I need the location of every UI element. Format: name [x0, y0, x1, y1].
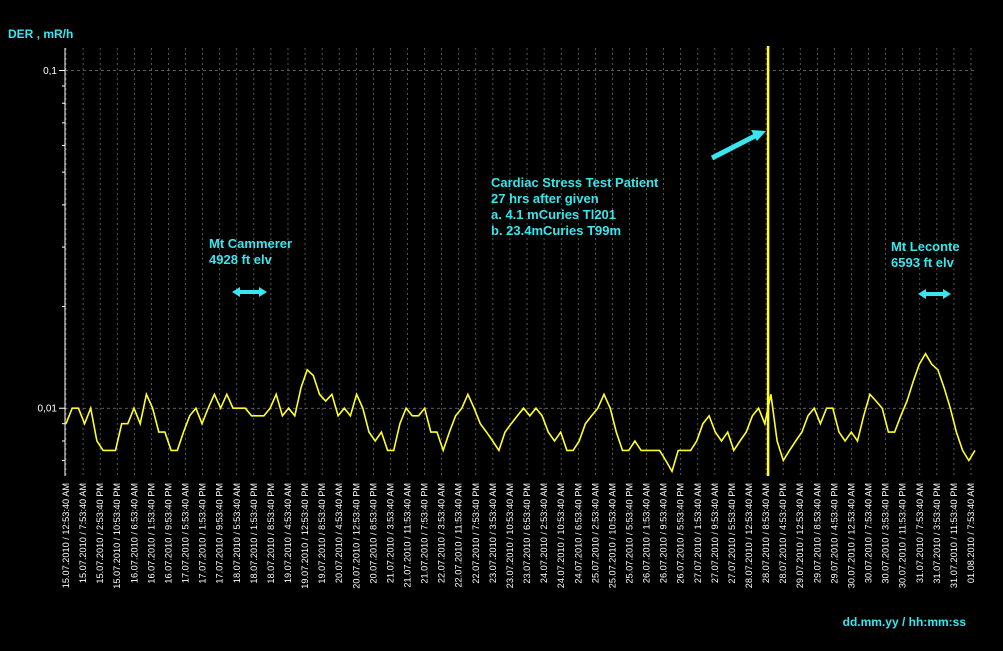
x-tick-label: 23.07.2010 / 10:53:40 AM	[505, 483, 515, 588]
x-tick-label: 19.07.2010 / 4:53:40 AM	[283, 483, 293, 583]
annotation-cardiac: Cardiac Stress Test Patient 27 hrs after…	[491, 175, 662, 238]
x-tick-label: 15.07.2010 / 7:53:40 AM	[78, 483, 88, 583]
x-tick-label: 25.07.2010 / 10:53:40 AM	[607, 483, 617, 588]
grid	[65, 48, 975, 476]
x-tick-label: 18.07.2010 / 1:53:40 PM	[249, 483, 259, 584]
x-tick-label: 28.07.2010 / 12:53:40 AM	[744, 483, 754, 588]
x-tick-label: 22.07.2010 / 7:53:40 PM	[471, 483, 481, 584]
annotation-arrow-leconte	[918, 289, 951, 299]
x-tick-label: 29.07.2010 / 8:53:40 AM	[812, 483, 822, 583]
x-tick-label: 15.07.2010 / 12:53:40 AM	[61, 483, 71, 588]
x-tick-label: 24.07.2010 / 10:53:40 AM	[556, 483, 566, 588]
x-tick-label: 31.07.2010 / 7:53:40 AM	[915, 483, 925, 583]
y-tick-label: 0,01	[38, 404, 58, 415]
x-tick-label: 15.07.2010 / 2:53:40 PM	[95, 483, 105, 584]
x-tick-label: 26.07.2010 / 1:53:40 AM	[642, 483, 652, 583]
x-tick-label: 21.07.2010 / 7:53:40 PM	[420, 483, 430, 584]
x-tick-label: 22.07.2010 / 3:53:40 AM	[437, 483, 447, 583]
x-tick-label: 23.07.2010 / 3:53:40 AM	[488, 483, 498, 583]
x-tick-label: 28.07.2010 / 8:53:40 AM	[761, 483, 771, 583]
x-tick-label: 24.07.2010 / 6:53:40 PM	[573, 483, 583, 584]
x-tick-label: 27.07.2010 / 9:53:40 AM	[710, 483, 720, 583]
x-tick-label: 26.07.2010 / 5:53:40 PM	[676, 483, 686, 584]
x-tick-label: 29.07.2010 / 12:53:40 AM	[795, 483, 805, 588]
x-tick-label: 30.07.2010 / 11:53:40 PM	[898, 483, 908, 588]
x-tick-label: 16.07.2010 / 9:53:40 PM	[163, 483, 173, 584]
annotation-arrow-cammerer	[232, 287, 267, 297]
x-tick-label: 18.07.2010 / 5:53:40 AM	[232, 483, 242, 583]
y-axis-label: DER , mR/h	[8, 27, 73, 41]
x-tick-label: 17.07.2010 / 5:53:40 AM	[181, 483, 191, 583]
x-tick-label: 16.07.2010 / 6:53:40 AM	[129, 483, 139, 583]
series-line	[65, 352, 976, 474]
x-tick-label: 21.07.2010 / 11:53:40 AM	[403, 483, 413, 588]
x-tick-label: 21.07.2010 / 3:53:40 AM	[385, 483, 395, 583]
x-tick-label: 27.07.2010 / 1:53:40 AM	[693, 483, 703, 583]
x-tick-label: 31.07.2010 / 3:53:40 PM	[932, 483, 942, 584]
y-tick-label: 0,1	[43, 66, 57, 77]
x-tick-label: 31.07.2010 / 11:53:40 PM	[949, 483, 959, 588]
x-tick-label: 16.07.2010 / 1:53:40 PM	[146, 483, 156, 584]
x-tick-label: 30.07.2010 / 7:53:40 AM	[864, 483, 874, 583]
x-tick-label: 28.07.2010 / 4:53:40 PM	[778, 483, 788, 584]
x-tick-label: 26.07.2010 / 9:53:40 AM	[659, 483, 669, 583]
x-axis: 15.07.2010 / 12:53:40 AM 15.07.2010 / 7:5…	[61, 483, 976, 589]
y-axis: 0,1 0,01	[38, 48, 66, 476]
x-tick-label: 27.07.2010 / 5:53:40 PM	[727, 483, 737, 584]
x-tick-label: 18.07.2010 / 8:53:40 PM	[266, 483, 276, 584]
x-tick-label: 19.07.2010 / 12:53:40 PM	[300, 483, 310, 589]
annotation-cammerer: Mt Cammerer 4928 ft elv	[209, 236, 296, 267]
x-tick-label: 23.07.2010 / 6:53:40 PM	[522, 483, 532, 584]
x-tick-label: 17.07.2010 / 1:53:40 PM	[198, 483, 208, 584]
x-tick-label: 17.07.2010 / 9:53:40 PM	[215, 483, 225, 584]
x-tick-label: 20.07.2010 / 12:53:40 PM	[351, 483, 361, 589]
x-tick-label: 20.07.2010 / 8:53:40 PM	[368, 483, 378, 584]
x-tick-label: 19.07.2010 / 8:53:40 PM	[317, 483, 327, 584]
x-tick-label: 22.07.2010 / 11:53:40 AM	[454, 483, 464, 588]
annotation-arrow-cardiac	[710, 130, 766, 161]
x-tick-label: 25.07.2010 / 5:53:40 PM	[624, 483, 634, 584]
series	[65, 352, 976, 474]
x-axis-label: dd.mm.yy / hh:mm:ss	[843, 615, 967, 629]
x-tick-label: 15.07.2010 / 10:53:40 PM	[112, 483, 122, 589]
annotation-leconte: Mt Leconte 6593 ft elv	[891, 239, 963, 270]
x-tick-label: 30.07.2010 / 12:53:40 AM	[846, 483, 856, 588]
x-tick-label: 25.07.2010 / 2:53:40 AM	[590, 483, 600, 583]
x-tick-label: 29.07.2010 / 4:53:40 PM	[829, 483, 839, 584]
x-tick-label: 01.08.2010 / 7:53:40 AM	[966, 483, 976, 583]
x-tick-label: 20.07.2010 / 4:53:40 AM	[334, 483, 344, 583]
x-tick-label: 24.07.2010 / 2:53:40 AM	[539, 483, 549, 583]
x-tick-label: 30.07.2010 / 3:53:40 PM	[881, 483, 891, 584]
